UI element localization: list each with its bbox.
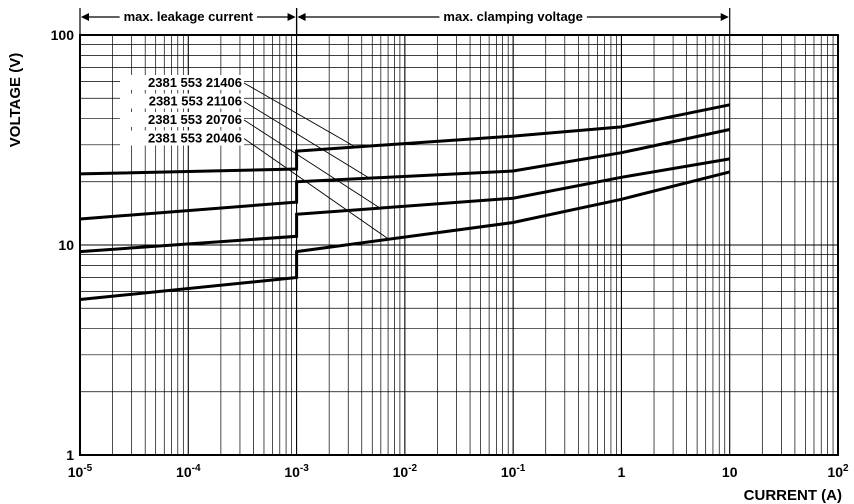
x-tick-label: 10 xyxy=(722,464,738,480)
x-tick-label: 10-3 xyxy=(284,463,309,480)
x-tick-label: 10-1 xyxy=(501,463,526,480)
series-label-bg xyxy=(120,75,244,90)
plot-border xyxy=(79,34,839,456)
arrow-head-right xyxy=(720,13,729,21)
y-tick-labels: 1 10 100 xyxy=(51,27,75,463)
series-line xyxy=(79,157,730,254)
plot-frame xyxy=(79,34,839,456)
arrow-head-left xyxy=(297,13,306,21)
series-label: 2381 553 21406 xyxy=(148,75,242,90)
series-line xyxy=(79,128,731,221)
region-label: max. leakage current xyxy=(124,9,254,24)
x-tick-label: 10-5 xyxy=(68,463,93,480)
series-label: 2381 553 20706 xyxy=(148,112,242,127)
arrow-head-right xyxy=(287,13,296,21)
leader-line xyxy=(243,82,356,148)
x-tick-label: 10-2 xyxy=(393,463,418,480)
x-tick-labels: 10-5 10-4 10-3 10-2 10-1 1 10 102 xyxy=(68,463,849,480)
series-label: 2381 553 21106 xyxy=(149,94,242,109)
series-label-bg xyxy=(120,112,244,127)
leader-line xyxy=(243,119,381,209)
leader-line xyxy=(243,101,370,179)
y-axis-label: VOLTAGE (V) xyxy=(7,53,24,147)
y-tick-label: 100 xyxy=(51,27,75,43)
series-line xyxy=(79,170,731,301)
x-tick-label: 102 xyxy=(827,463,849,480)
x-tick-label: 10-4 xyxy=(176,463,201,480)
x-axis-label: CURRENT (A) xyxy=(744,487,842,504)
y-tick-label: 10 xyxy=(58,237,74,253)
series-lines xyxy=(79,103,731,301)
leader-line xyxy=(243,138,390,240)
x-tick-label: 1 xyxy=(618,464,626,480)
region-annotations: max. leakage current max. clamping voltag… xyxy=(79,8,731,35)
series-label: 2381 553 20406 xyxy=(148,131,242,146)
series-line xyxy=(79,103,730,176)
arrow-head-left xyxy=(81,13,89,21)
y-tick-label: 1 xyxy=(66,447,74,463)
series-label-bg xyxy=(120,93,244,109)
region-label: max. clamping voltage xyxy=(443,9,582,24)
series-labels: 2381 553 21406 2381 553 21106 2381 553 207… xyxy=(120,75,390,240)
series-label-bg xyxy=(120,130,244,146)
